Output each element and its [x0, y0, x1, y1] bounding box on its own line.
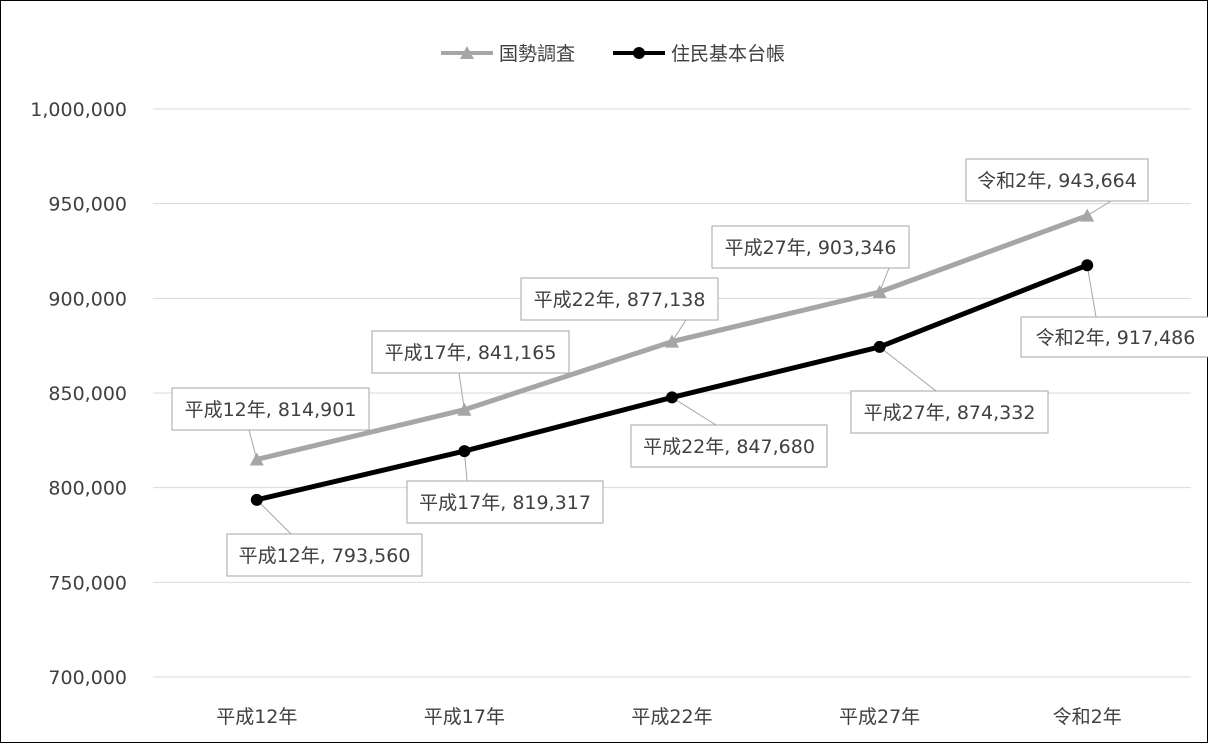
legend-circle-marker [633, 47, 645, 59]
registry-point [666, 391, 678, 404]
callout-leader [458, 372, 465, 410]
data-label-callouts: 平成12年, 814,901 平成17年, 841,165 平成22年, 877,1… [171, 158, 1208, 577]
census-point [872, 284, 887, 298]
callout-box [711, 225, 910, 269]
legend-label: 国勢調査 [499, 43, 575, 65]
callout-box [630, 424, 828, 468]
y-tick-label: 700,000 [48, 667, 127, 689]
callout-box [1020, 316, 1208, 358]
census-point [249, 452, 264, 466]
callout-leader [671, 396, 717, 426]
x-tick-label: 平成12年 [216, 706, 297, 728]
data-label: 平成12年, 793,560 [239, 545, 411, 567]
data-label: 平成17年, 841,165 [385, 342, 557, 364]
y-tick-label: 800,000 [48, 478, 127, 500]
x-tick-label: 平成22年 [631, 706, 712, 728]
y-tick-label: 950,000 [48, 194, 127, 216]
registry-point [458, 445, 471, 458]
census-point [457, 402, 472, 416]
legend-triangle-marker [460, 46, 474, 59]
callout-leader [671, 319, 687, 342]
census-point [1080, 208, 1095, 222]
y-tick-label: 850,000 [48, 383, 127, 405]
callout-box [406, 480, 604, 524]
y-tick-label: 900,000 [48, 288, 127, 310]
callout-leader [1086, 265, 1097, 318]
data-label: 平成17年, 819,317 [419, 492, 591, 514]
y-tick-label: 750,000 [48, 572, 127, 594]
data-label: 令和2年, 943,664 [977, 170, 1137, 192]
data-label: 令和2年, 917,486 [1036, 327, 1196, 349]
data-label: 平成27年, 903,346 [725, 237, 897, 259]
x-tick-label: 平成17年 [424, 706, 505, 728]
series-lines [249, 208, 1095, 506]
registry-point [250, 493, 263, 506]
data-label: 平成12年, 814,901 [185, 399, 357, 421]
x-tick-label: 平成27年 [839, 706, 920, 728]
callout-box [171, 387, 370, 431]
x-tick-label: 令和2年 [1053, 706, 1122, 728]
legend-label: 住民基本台帳 [671, 43, 785, 65]
registry-point [1081, 259, 1094, 272]
callout-leader [256, 499, 292, 535]
legend: 国勢調査 住民基本台帳 [441, 43, 785, 65]
census-point [665, 334, 679, 348]
callout-box [226, 533, 423, 577]
y-tick-label: 1,000,000 [30, 99, 127, 121]
data-label: 平成27年, 874,332 [864, 402, 1036, 424]
data-label: 平成22年, 847,680 [643, 436, 815, 458]
callout-leader [1086, 200, 1112, 217]
callout-box [520, 277, 719, 321]
axis-labels: 700,000 750,000 800,000 850,000 900,000 950,0… [30, 99, 1121, 728]
callout-leader [248, 429, 258, 460]
registry-point [873, 340, 886, 353]
callout-box [965, 158, 1149, 202]
callout-box [371, 330, 570, 374]
callout-leader [879, 346, 937, 392]
callout-box [850, 390, 1049, 434]
data-label: 平成22年, 877,138 [534, 289, 706, 311]
